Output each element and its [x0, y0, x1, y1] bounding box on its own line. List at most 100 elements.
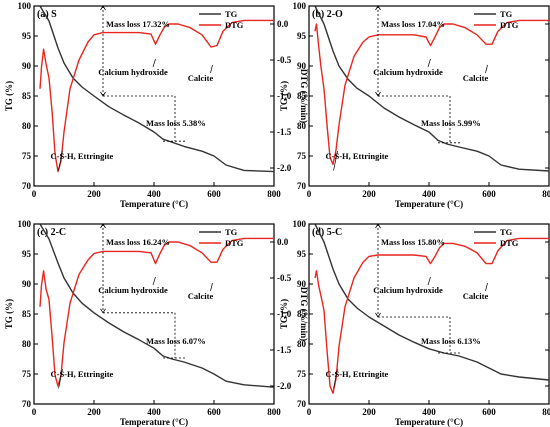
calcium-hydroxide-label: Calcium hydroxide	[98, 285, 168, 295]
arrow-head	[100, 5, 106, 11]
legend-dtg-label: DTG	[500, 238, 519, 248]
legend-dtg-label: DTG	[225, 238, 244, 248]
y-left-tick-label: 75	[297, 151, 307, 161]
series-dtg-line	[314, 237, 549, 394]
series-dtg-line	[314, 19, 549, 166]
csh-ettringite-label: C-S-H, Ettringite	[326, 369, 389, 379]
x-tick-label: 800	[542, 189, 550, 199]
series-tg-line	[314, 223, 550, 381]
mass-loss-label-1: Mass loss 15.80%	[381, 237, 445, 247]
x-tick-label: 800	[542, 407, 550, 417]
y-left-tick-label: 95	[22, 249, 32, 259]
x-tick-label: 600	[207, 189, 221, 199]
calcite-label: Calcite	[463, 73, 489, 83]
series-tg-line	[39, 223, 275, 388]
y-left-tick-label: 85	[22, 309, 32, 319]
y-right-tick-label: 0.0	[277, 237, 289, 247]
y-right-tick-label: -1.5	[277, 345, 292, 355]
legend-dtg-label: DTG	[225, 20, 244, 30]
y-left-tick-label: 85	[297, 91, 307, 101]
x-tick-label: 800	[267, 189, 281, 199]
pointer-line	[210, 282, 213, 292]
series-tg-line	[314, 5, 550, 172]
x-tick-label: 400	[147, 189, 161, 199]
legend-tg-label: TG	[500, 227, 513, 237]
y-left-tick-label: 90	[297, 61, 307, 71]
y-left-tick-label: 75	[22, 369, 32, 379]
y-left-axis-title: TG (%)	[279, 81, 289, 111]
y-left-axis-title: TG (%)	[279, 299, 289, 329]
y-right-tick-label: -1.5	[277, 127, 292, 137]
y-left-tick-label: 75	[22, 151, 32, 161]
x-tick-label: 400	[147, 407, 161, 417]
mass-loss-label-1: Mass loss 17.04%	[381, 19, 445, 29]
calcite-label: Calcite	[188, 291, 214, 301]
x-tick-label: 0	[307, 407, 312, 417]
x-tick-label: 800	[267, 407, 281, 417]
series-dtg-line	[39, 237, 274, 387]
series-dtg-line	[39, 19, 274, 173]
csh-ettringite-label: C-S-H, Ettringite	[51, 151, 114, 161]
pointer-line	[152, 58, 156, 68]
y-right-tick-label: 0.0	[277, 19, 289, 29]
pointer-line	[333, 150, 338, 171]
tga-panel-3: 0 200 400 600 8007075808590951000.0-0.5-1.0-…	[4, 219, 309, 427]
x-tick-label: 200	[87, 189, 101, 199]
calcium-hydroxide-label: Calcium hydroxide	[98, 67, 168, 77]
calcium-hydroxide-label: Calcium hydroxide	[373, 67, 443, 77]
pointer-line	[152, 276, 156, 286]
x-tick-label: 600	[207, 407, 221, 417]
csh-ettringite-label: C-S-H, Ettringite	[326, 151, 389, 161]
arrow-head	[100, 223, 106, 229]
y-right-tick-label: -0.5	[277, 55, 292, 65]
x-axis-title: Temperature (°C)	[395, 199, 463, 209]
tga-panel-2: 0 200 400 600 800 70 75 80 85 90 95 100 0.0 -0.5 -1.0 -…	[279, 1, 550, 209]
x-tick-label: 0	[307, 189, 312, 199]
x-tick-label: 0	[32, 407, 37, 417]
y-right-tick-label: -1.0	[277, 91, 292, 101]
pointer-line	[485, 64, 488, 74]
y-right-axis-title: DTG (%/min)	[299, 69, 309, 123]
y-left-tick-label: 80	[297, 339, 307, 349]
y-left-tick-label: 100	[18, 1, 32, 11]
x-tick-label: 200	[87, 407, 101, 417]
arrow-head	[375, 223, 381, 229]
pointer-line	[427, 58, 431, 68]
y-left-axis-title: TG (%)	[4, 299, 14, 329]
panel-label: (a) S	[37, 9, 57, 20]
csh-ettringite-label: C-S-H, Ettringite	[51, 369, 114, 379]
panel-label: (d) 5-C	[312, 227, 342, 238]
mass-loss-label-1: Mass loss 16.24%	[106, 237, 170, 247]
pointer-line	[58, 150, 63, 171]
y-left-tick-label: 70	[297, 181, 307, 191]
tga-panel-1: 0 200 400 600 8007075808590951000.0-0.5-1.0-…	[4, 1, 309, 209]
x-axis-title: Temperature (°C)	[395, 417, 463, 427]
calcite-label: Calcite	[463, 291, 489, 301]
legend-tg-label: TG	[500, 9, 513, 19]
y-left-tick-label: 95	[297, 31, 307, 41]
y-right-tick-label: -2.0	[277, 163, 292, 173]
y-left-tick-label: 100	[293, 219, 307, 229]
y-left-tick-label: 90	[297, 279, 307, 289]
y-left-tick-label: 80	[22, 339, 32, 349]
y-left-tick-label: 70	[22, 399, 32, 409]
calcite-label: Calcite	[188, 73, 214, 83]
x-tick-label: 600	[482, 407, 496, 417]
pointer-line	[333, 368, 338, 389]
mass-loss-label-1: Mass loss 17.32%	[106, 19, 170, 29]
y-left-tick-label: 70	[22, 181, 32, 191]
x-tick-label: 200	[362, 189, 376, 199]
y-left-tick-label: 90	[22, 61, 32, 71]
y-left-tick-label: 100	[18, 219, 32, 229]
x-tick-label: 0	[32, 189, 37, 199]
pointer-line	[427, 276, 431, 286]
y-left-tick-label: 85	[22, 91, 32, 101]
y-right-tick-label: -1.0	[277, 309, 292, 319]
y-left-tick-label: 90	[22, 279, 32, 289]
mass-loss-label-2: Mass loss 5.99%	[421, 118, 481, 128]
y-right-tick-label: -2.0	[277, 381, 292, 391]
y-left-axis-title: TG (%)	[4, 81, 14, 111]
x-tick-label: 400	[422, 407, 436, 417]
mass-loss-label-2: Mass loss 6.07%	[146, 336, 206, 346]
